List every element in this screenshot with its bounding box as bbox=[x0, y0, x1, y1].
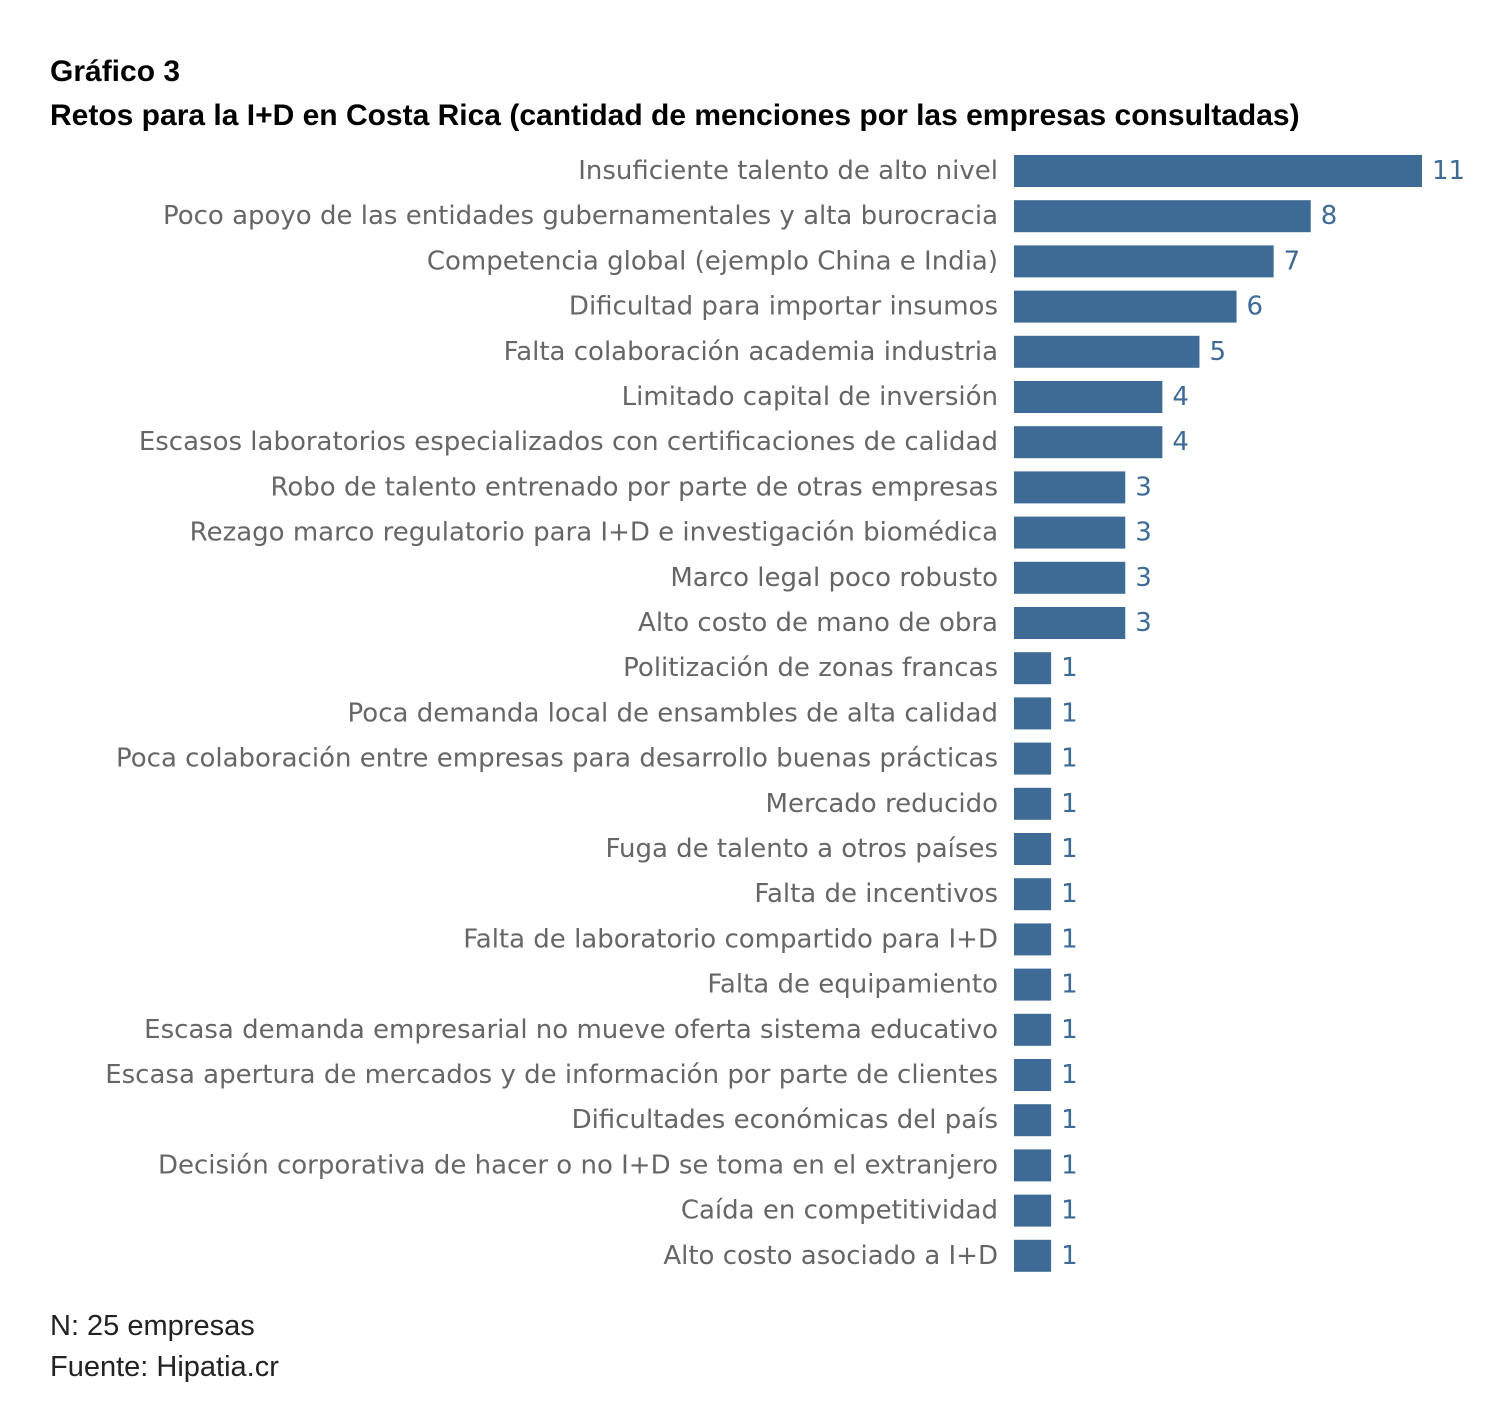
bar bbox=[1014, 878, 1052, 911]
bar bbox=[1014, 1149, 1052, 1182]
bars-group bbox=[1014, 155, 1422, 1272]
value-label: 3 bbox=[1135, 518, 1152, 548]
value-label: 1 bbox=[1061, 789, 1078, 819]
value-label: 1 bbox=[1061, 834, 1078, 864]
bar bbox=[1014, 607, 1126, 639]
category-labels-group: Insuficiente talento de alto nivel Poco a… bbox=[105, 156, 998, 1271]
category-label: Alto costo de mano de obra bbox=[638, 608, 998, 638]
value-label: 3 bbox=[1135, 608, 1152, 638]
bar bbox=[1014, 426, 1163, 459]
value-label: 1 bbox=[1061, 924, 1078, 954]
value-label: 1 bbox=[1061, 970, 1078, 1000]
bar bbox=[1014, 742, 1052, 775]
value-label: 1 bbox=[1061, 744, 1078, 774]
value-label: 1 bbox=[1061, 1196, 1078, 1226]
category-label: Falta de incentivos bbox=[754, 879, 998, 909]
bar bbox=[1014, 968, 1052, 1001]
category-label: Marco legal poco robusto bbox=[670, 563, 998, 593]
category-label: Competencia global (ejemplo China e Indi… bbox=[427, 246, 998, 276]
bar bbox=[1014, 155, 1422, 187]
value-label: 1 bbox=[1061, 879, 1078, 909]
bar bbox=[1014, 1013, 1052, 1046]
value-label: 1 bbox=[1061, 1060, 1078, 1090]
category-label: Caída en competitividad bbox=[681, 1196, 998, 1226]
bar bbox=[1014, 290, 1237, 323]
category-label: Falta colaboración academia industria bbox=[504, 337, 998, 367]
category-label: Falta de equipamiento bbox=[707, 970, 998, 1000]
bar bbox=[1014, 1194, 1052, 1227]
chart-header: Gráfico 3 Retos para la I+D en Costa Ric… bbox=[50, 50, 1300, 138]
sample-size-note: N: 25 empresas bbox=[50, 1310, 255, 1342]
bar bbox=[1014, 697, 1052, 730]
bar bbox=[1014, 787, 1052, 820]
value-label: 1 bbox=[1061, 1241, 1078, 1271]
category-label: Limitado capital de inversión bbox=[622, 382, 998, 412]
bar bbox=[1014, 200, 1311, 233]
category-label: Escasa demanda empresarial no mueve ofer… bbox=[144, 1015, 998, 1045]
bar bbox=[1014, 381, 1163, 413]
value-label: 1 bbox=[1061, 1150, 1078, 1180]
value-label: 1 bbox=[1061, 1015, 1078, 1045]
category-label: Escasa apertura de mercados y de informa… bbox=[105, 1060, 998, 1090]
bar bbox=[1014, 561, 1126, 594]
category-label: Escasos laboratorios especializados con … bbox=[139, 427, 998, 457]
source-note: Fuente: Hipatia.cr bbox=[50, 1351, 279, 1383]
value-label: 11 bbox=[1432, 156, 1465, 186]
bar bbox=[1014, 923, 1052, 956]
category-label: Poca colaboración entre empresas para de… bbox=[116, 744, 998, 774]
category-label: Dificultad para importar insumos bbox=[569, 292, 998, 322]
category-label: Mercado reducido bbox=[766, 789, 998, 819]
bar bbox=[1014, 516, 1126, 549]
category-label: Poco apoyo de las entidades gubernamenta… bbox=[163, 201, 998, 231]
category-label: Dificultades económicas del país bbox=[572, 1105, 998, 1135]
category-label: Politización de zonas francas bbox=[623, 653, 998, 683]
category-label: Falta de laboratorio compartido para I+D bbox=[463, 924, 998, 954]
category-label: Alto costo asociado a I+D bbox=[663, 1241, 998, 1271]
category-label: Insuficiente talento de alto nivel bbox=[578, 156, 998, 186]
value-label: 4 bbox=[1172, 382, 1189, 412]
chart-footer: N: 25 empresas Fuente: Hipatia.cr bbox=[50, 1306, 279, 1388]
category-label: Poca demanda local de ensambles de alta … bbox=[348, 698, 998, 728]
chart-title: Retos para la I+D en Costa Rica (cantida… bbox=[50, 99, 1300, 132]
bar bbox=[1014, 652, 1052, 685]
value-label: 1 bbox=[1061, 653, 1078, 683]
value-label: 3 bbox=[1135, 563, 1152, 593]
bar-chart: Insuficiente talento de alto nivel Poco a… bbox=[105, 155, 1465, 1272]
category-label: Robo de talento entrenado por parte de o… bbox=[270, 472, 998, 502]
bar bbox=[1014, 1239, 1052, 1272]
value-label: 4 bbox=[1172, 427, 1189, 457]
value-label: 5 bbox=[1209, 337, 1226, 367]
value-label: 6 bbox=[1247, 292, 1264, 322]
category-label: Rezago marco regulatorio para I+D e inve… bbox=[190, 518, 998, 548]
value-label: 3 bbox=[1135, 472, 1152, 502]
bar bbox=[1014, 245, 1274, 278]
value-label: 8 bbox=[1321, 201, 1338, 231]
value-label: 7 bbox=[1284, 246, 1301, 276]
category-label: Fuga de talento a otros países bbox=[605, 834, 998, 864]
bar bbox=[1014, 471, 1126, 504]
bar bbox=[1014, 1059, 1052, 1091]
category-label: Decisión corporativa de hacer o no I+D s… bbox=[158, 1150, 998, 1180]
bar bbox=[1014, 833, 1052, 865]
value-label: 1 bbox=[1061, 698, 1078, 728]
value-label: 1 bbox=[1061, 1105, 1078, 1135]
chart-number: Gráfico 3 bbox=[50, 55, 181, 88]
bar bbox=[1014, 335, 1200, 368]
bar bbox=[1014, 1104, 1052, 1137]
